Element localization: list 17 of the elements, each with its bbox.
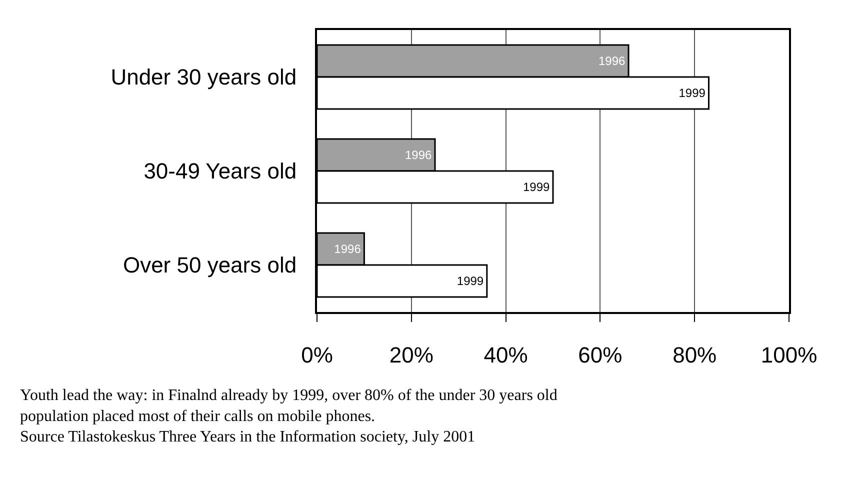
text: 1999 bbox=[522, 180, 550, 194]
series-label: 1996 bbox=[598, 54, 626, 68]
x-tick-label: 80% bbox=[672, 342, 717, 368]
y-tick-label: 30-49 Years old bbox=[144, 158, 297, 184]
text: Youth lead the way: in Finalnd already by 1999, over 80% of the under 30 years old population placed most of their calls on mobile phones. bbox=[20, 387, 558, 425]
y-tick-label: Under 30 years old bbox=[110, 64, 297, 90]
series-label: 1999 bbox=[678, 86, 706, 100]
text: 1999 bbox=[456, 274, 484, 288]
x-tick-label: 20% bbox=[389, 342, 434, 368]
source-note: Source Tilastokeskus Three Years in the Information society, July 2001 bbox=[20, 428, 476, 446]
x-tick-label: 100% bbox=[760, 342, 818, 368]
x-tick-label: 0% bbox=[301, 342, 333, 368]
y-tick-label: Over 50 years old bbox=[122, 252, 297, 278]
x-tick-label: 60% bbox=[578, 342, 622, 368]
x-tick-label: 40% bbox=[484, 342, 528, 368]
text: 1996 bbox=[334, 242, 361, 256]
text: 1996 bbox=[404, 148, 432, 162]
